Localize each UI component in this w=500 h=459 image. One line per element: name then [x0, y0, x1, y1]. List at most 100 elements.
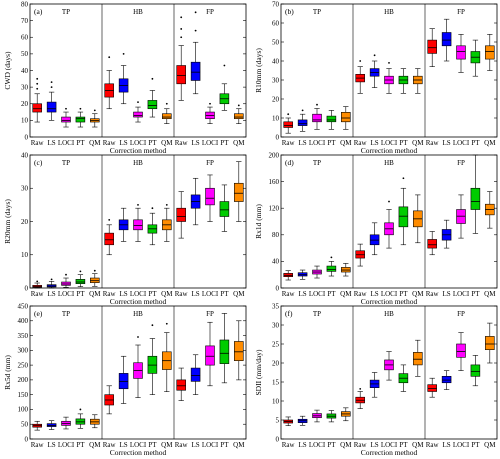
x-tick-label: PT: [327, 441, 336, 449]
x-tick-label: Raw: [282, 441, 296, 449]
outlier-point: [287, 113, 290, 116]
y-tick-label: 40: [21, 151, 29, 159]
box-raw: [32, 103, 42, 113]
x-tick-label: Raw: [175, 441, 189, 449]
box-pt: [470, 364, 481, 377]
x-tick-label: Raw: [282, 139, 296, 147]
y-axis-label: CWD (days): [3, 51, 12, 90]
outlier-point: [388, 62, 390, 64]
y-tick-label: 70: [272, 0, 280, 8]
x-tick-label: LOCI: [453, 139, 470, 147]
box-qm: [234, 113, 244, 120]
box-loci: [61, 116, 71, 123]
y-tick-label: 20: [21, 100, 29, 108]
x-tick-label: PT: [471, 290, 480, 298]
plot-frame: [29, 305, 247, 440]
x-tick-label: Raw: [103, 139, 117, 147]
y-tick-label: 400: [18, 317, 29, 325]
x-tick-label: LOCI: [202, 441, 219, 449]
box-ls: [190, 61, 201, 81]
outlier-point: [237, 104, 240, 107]
x-tick-label: LS: [48, 441, 56, 449]
x-tick-label: Raw: [354, 139, 368, 147]
outlier-point: [330, 256, 333, 259]
x-tick-label: Raw: [103, 441, 117, 449]
x-tick-label: PT: [471, 441, 480, 449]
y-tick-label: 0: [276, 133, 280, 141]
y-tick-label: 450: [18, 302, 29, 310]
x-tick-label: LS: [443, 441, 451, 449]
x-tick-label: LOCI: [309, 290, 326, 298]
outlier-point: [165, 322, 168, 325]
outlier-point: [65, 273, 67, 276]
x-tick-label: PT: [327, 139, 336, 147]
y-tick-label: 20: [272, 359, 280, 367]
y-tick-label: 50: [21, 421, 29, 429]
x-tick-label: LOCI: [130, 441, 147, 449]
x-tick-label: LS: [192, 441, 200, 449]
x-tick-label: LOCI: [202, 139, 219, 147]
group-label: FP: [457, 159, 465, 167]
y-tick-label: 100: [18, 406, 29, 414]
y-tick-label: 160: [269, 178, 280, 186]
x-tick-label: QM: [161, 290, 173, 298]
y-tick-label: 25: [272, 340, 280, 348]
x-tick-label: Raw: [175, 139, 189, 147]
y-tick-label: 15: [272, 378, 280, 386]
y-tick-label: 250: [18, 361, 29, 369]
x-axis-label: Correction method: [361, 448, 418, 457]
x-tick-label: PT: [220, 139, 229, 147]
y-tick-label: 20: [272, 95, 280, 103]
panel-label: (e): [34, 309, 43, 318]
x-tick-label: Raw: [426, 290, 440, 298]
x-tick-label: QM: [89, 290, 101, 298]
x-tick-label: LOCI: [381, 441, 398, 449]
x-tick-label: QM: [161, 139, 173, 147]
x-axis-label: Correction method: [110, 448, 167, 457]
y-tick-label: 5: [276, 416, 280, 424]
group-label: HB: [384, 310, 394, 318]
x-tick-label: LS: [371, 441, 379, 449]
box-qm: [485, 336, 495, 350]
y-tick-label: 20: [21, 218, 29, 226]
x-tick-label: LOCI: [381, 290, 398, 298]
x-tick-label: QM: [484, 441, 496, 449]
y-axis-label: R10mm (days): [254, 48, 263, 93]
outlier-point: [36, 82, 39, 85]
outlier-point: [36, 280, 39, 283]
outlier-point: [108, 56, 111, 59]
x-tick-label: LS: [371, 139, 379, 147]
x-tick-label: LS: [299, 139, 307, 147]
outlier-point: [108, 218, 111, 221]
x-axis-label: Correction method: [361, 297, 418, 306]
box-pt: [326, 265, 337, 272]
x-tick-label: LS: [48, 139, 56, 147]
group-label: TP: [313, 8, 321, 16]
x-tick-label: LS: [120, 290, 128, 298]
box-raw: [427, 39, 437, 54]
outlier-point: [137, 336, 139, 338]
x-tick-label: PT: [327, 290, 336, 298]
plot-frame: [280, 305, 498, 440]
box-ls: [441, 32, 452, 47]
box-loci: [205, 345, 215, 366]
x-tick-label: LS: [299, 441, 307, 449]
y-tick-label: 0: [276, 284, 280, 292]
box-pt: [75, 279, 86, 284]
x-tick-label: QM: [89, 441, 101, 449]
box-qm: [413, 352, 423, 366]
x-tick-label: Raw: [103, 290, 117, 298]
plot-frame: [280, 154, 498, 289]
y-tick-label: 80: [21, 0, 29, 8]
y-tick-label: 30: [272, 76, 280, 84]
x-axis-label: Correction method: [361, 146, 418, 155]
outlier-point: [137, 203, 139, 206]
box-loci: [133, 219, 143, 231]
x-tick-label: Raw: [31, 290, 45, 298]
box-loci: [456, 45, 466, 60]
outlier-point: [209, 102, 211, 105]
y-tick-label: 60: [21, 34, 29, 42]
panel-label: (c): [34, 158, 43, 167]
outlier-point: [180, 36, 183, 39]
outlier-point: [122, 52, 125, 55]
